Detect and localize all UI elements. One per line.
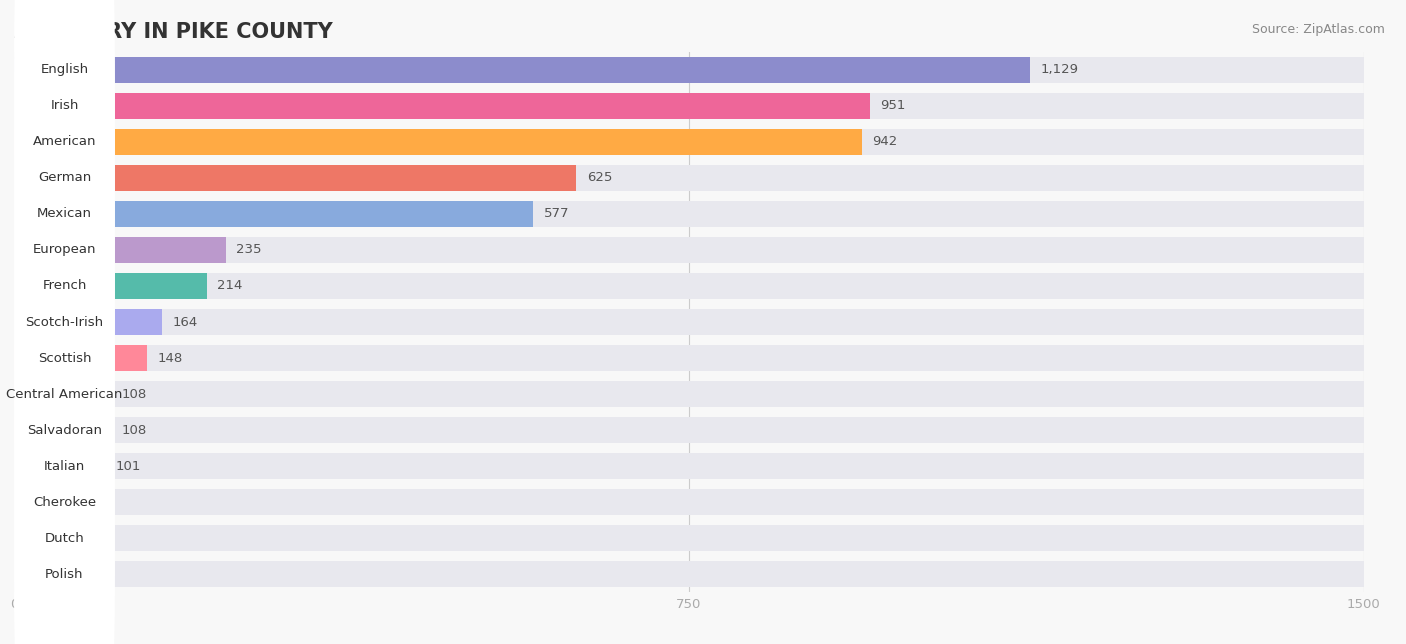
Bar	[14, 165, 1364, 191]
Text: Source: ZipAtlas.com: Source: ZipAtlas.com	[1251, 23, 1385, 35]
Bar	[14, 129, 1364, 155]
Text: Italian: Italian	[44, 460, 86, 473]
Bar	[14, 417, 111, 443]
FancyBboxPatch shape	[14, 456, 115, 621]
Text: Salvadoran: Salvadoran	[27, 424, 103, 437]
Bar	[14, 201, 533, 227]
FancyBboxPatch shape	[14, 23, 115, 188]
Text: German: German	[38, 171, 91, 184]
Text: 235: 235	[236, 243, 262, 256]
Text: American: American	[32, 135, 96, 148]
Bar	[14, 57, 1364, 82]
Bar	[14, 273, 1364, 299]
Text: 148: 148	[157, 352, 183, 365]
Bar	[14, 273, 207, 299]
Text: 625: 625	[588, 171, 613, 184]
Text: 108: 108	[122, 424, 148, 437]
Bar	[14, 489, 1364, 515]
FancyBboxPatch shape	[14, 59, 115, 224]
Text: 108: 108	[122, 388, 148, 401]
FancyBboxPatch shape	[14, 240, 115, 404]
Bar	[14, 93, 1364, 118]
Text: 1,129: 1,129	[1040, 63, 1078, 76]
Bar	[14, 453, 1364, 479]
Text: Scottish: Scottish	[38, 352, 91, 365]
Text: 164: 164	[173, 316, 198, 328]
FancyBboxPatch shape	[14, 276, 115, 440]
Bar	[14, 201, 1364, 227]
Bar	[14, 237, 1364, 263]
Bar	[14, 345, 148, 371]
FancyBboxPatch shape	[14, 384, 115, 549]
FancyBboxPatch shape	[14, 204, 115, 368]
Bar	[14, 453, 105, 479]
FancyBboxPatch shape	[14, 348, 115, 513]
Bar	[14, 489, 80, 515]
Bar	[14, 562, 52, 587]
FancyBboxPatch shape	[14, 131, 115, 296]
Text: Scotch-Irish: Scotch-Irish	[25, 316, 104, 328]
FancyBboxPatch shape	[14, 312, 115, 477]
Text: Irish: Irish	[51, 99, 79, 112]
Bar	[14, 309, 1364, 335]
Bar	[14, 129, 862, 155]
Text: English: English	[41, 63, 89, 76]
FancyBboxPatch shape	[14, 492, 115, 644]
Bar	[14, 237, 225, 263]
Text: Cherokee: Cherokee	[32, 496, 96, 509]
Text: ANCESTRY IN PIKE COUNTY: ANCESTRY IN PIKE COUNTY	[14, 22, 333, 42]
Bar	[14, 345, 1364, 371]
Text: European: European	[32, 243, 96, 256]
Bar	[14, 57, 1031, 82]
Bar	[14, 526, 70, 551]
Text: 214: 214	[218, 279, 243, 292]
Text: Dutch: Dutch	[45, 532, 84, 545]
Bar	[14, 562, 1364, 587]
Text: Mexican: Mexican	[37, 207, 91, 220]
FancyBboxPatch shape	[14, 167, 115, 332]
Text: Polish: Polish	[45, 568, 84, 581]
Text: 63: 63	[82, 532, 98, 545]
Text: 42: 42	[63, 568, 80, 581]
Bar	[14, 381, 1364, 407]
Text: 101: 101	[115, 460, 141, 473]
FancyBboxPatch shape	[14, 95, 115, 260]
Text: 577: 577	[544, 207, 569, 220]
Text: 942: 942	[873, 135, 898, 148]
FancyBboxPatch shape	[14, 420, 115, 585]
Bar	[14, 381, 111, 407]
Bar	[14, 165, 576, 191]
Text: French: French	[42, 279, 87, 292]
Bar	[14, 417, 1364, 443]
FancyBboxPatch shape	[14, 0, 115, 152]
Bar	[14, 526, 1364, 551]
Bar	[14, 309, 162, 335]
Text: 951: 951	[880, 99, 905, 112]
Text: Central American: Central American	[6, 388, 122, 401]
Bar	[14, 93, 870, 118]
Text: 73: 73	[90, 496, 107, 509]
